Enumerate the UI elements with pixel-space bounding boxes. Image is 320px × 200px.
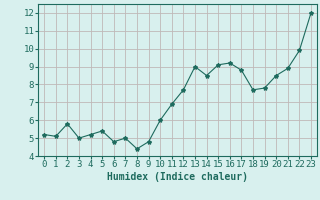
- X-axis label: Humidex (Indice chaleur): Humidex (Indice chaleur): [107, 172, 248, 182]
